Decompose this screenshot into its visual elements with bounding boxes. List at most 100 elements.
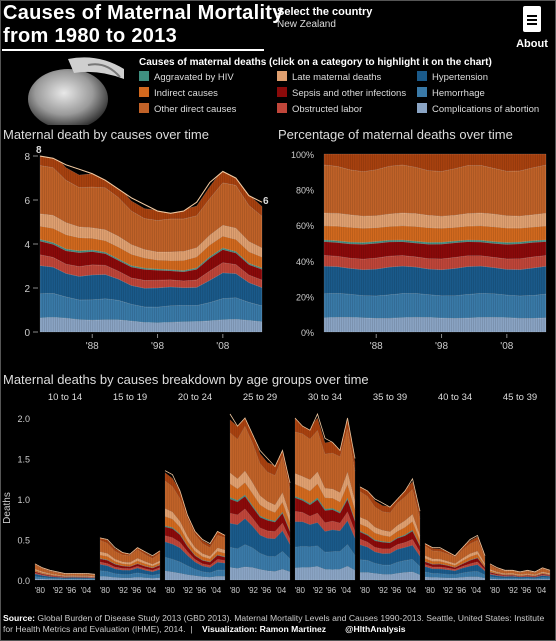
deaths-over-time-chart[interactable]: 0 2 4 6 8 '88 '98 '08 8 6 [0, 142, 272, 360]
legend-item-obstructed-labor[interactable]: Obstructed labor [277, 103, 362, 115]
panel-top-mask [295, 408, 355, 459]
section-title-age-groups: Maternal deaths by causes breakdown by a… [3, 372, 369, 387]
y-tick-label: 0% [301, 328, 314, 338]
y-tick-label: 6 [24, 196, 30, 207]
x-tick-label: '92 [378, 586, 389, 595]
y-tick-label: 1.5 [17, 455, 30, 465]
legend-swatch [417, 103, 427, 113]
age-panel-0[interactable]: 10 to 14 '80 '92'96 '04 [34, 392, 96, 595]
total-outline [39, 155, 263, 214]
panel-top-mask [100, 408, 160, 556]
panel-total-line [99, 537, 161, 557]
legend-item-complications-of-abortion[interactable]: Complications of abortion [417, 103, 539, 115]
twitter-handle: @HlthAnalysis [345, 624, 406, 634]
about-label: About [516, 38, 548, 50]
top-mask [40, 142, 262, 214]
panel-top-mask [230, 408, 290, 483]
x-tick-label: '92 [508, 586, 519, 595]
x-tick-label: '92 [443, 586, 454, 595]
title-underline [2, 49, 264, 51]
legend-swatch [417, 87, 427, 97]
pct-layers[interactable] [323, 153, 547, 333]
legend-label: Hemorrhage [432, 88, 485, 99]
x-tick-label: '96 [391, 586, 402, 595]
age-panel-label: 10 to 14 [48, 392, 82, 403]
x-tick-label: '92 [53, 586, 64, 595]
x-tick-label: '98 [151, 341, 164, 352]
legend-swatch [139, 71, 149, 81]
page-title-line2: from 1980 to 2013 [3, 25, 178, 47]
legend-item-aggravated-by-hiv[interactable]: Aggravated by HIV [139, 71, 234, 83]
x-tick-label: '80 [490, 586, 501, 595]
y-tick-label: 100% [291, 150, 314, 160]
end-value-label: 6 [263, 196, 269, 207]
legend-swatch [417, 71, 427, 81]
legend-label: Late maternal deaths [292, 72, 382, 83]
x-tick-label: '92 [183, 586, 194, 595]
panel-total-line [34, 563, 96, 575]
about-button[interactable]: About [512, 6, 552, 50]
legend-swatch [277, 87, 287, 97]
x-tick-label: '88 [86, 341, 99, 352]
age-panel-4[interactable]: 30 to 34 '80 '92'96 '04 [295, 392, 356, 595]
document-icon [523, 6, 541, 32]
legend-label: Other direct causes [154, 104, 237, 115]
legend-item-indirect-causes[interactable]: Indirect causes [139, 87, 218, 99]
x-tick-label: '96 [131, 586, 142, 595]
legend-item-sepsis-and-other-infections[interactable]: Sepsis and other infections [277, 87, 406, 99]
y-tick-label: 0.0 [17, 576, 30, 586]
age-panel-5[interactable]: 35 to 39 '80 '92'96 '04 [360, 392, 421, 595]
percentage-over-time-chart[interactable]: 0% 20% 40% 60% 80% 100% '88 '98 '08 [276, 142, 554, 360]
age-panel-7[interactable]: 45 to 39 '80 '92'96 '04 [489, 392, 551, 595]
x-tick-label: '08 [500, 341, 513, 352]
x-tick-label: '80 [295, 586, 306, 595]
y-tick-label: 80% [296, 186, 314, 196]
age-panel-label: 20 to 24 [178, 392, 212, 403]
country-select-label: Select the country [277, 6, 373, 18]
legend-item-hemorrhage[interactable]: Hemorrhage [417, 87, 485, 99]
chart1-layers[interactable] [39, 150, 263, 333]
x-tick-label: '92 [248, 586, 259, 595]
y-tick-label: 1.0 [17, 495, 30, 505]
country-select[interactable]: New Zealand [277, 19, 336, 30]
y-tick-label: 0.5 [17, 536, 30, 546]
x-tick-label: '80 [230, 586, 241, 595]
x-tick-label: '04 [341, 586, 352, 595]
legend-swatch [277, 71, 287, 81]
y-tick-label: 40% [296, 257, 314, 267]
age-panel-label: 25 to 29 [243, 392, 277, 403]
age-panel-3[interactable]: 25 to 29 '80 '92'96 '04 [230, 392, 291, 595]
section-title-percentage: Percentage of maternal deaths over time [278, 127, 513, 142]
age-area-aggravated-by-hiv[interactable] [34, 571, 96, 578]
x-tick-label: '04 [406, 586, 417, 595]
age-panel-label: 35 to 39 [373, 392, 407, 403]
x-tick-label: '08 [216, 341, 229, 352]
pct-area-top-remainder[interactable] [323, 153, 547, 172]
x-tick-label: '96 [196, 586, 207, 595]
age-panel-1[interactable]: 15 to 19 '80 '92'96 '04 [99, 392, 161, 595]
legend-label: Indirect causes [154, 88, 218, 99]
x-tick-label: '80 [35, 586, 46, 595]
panel-top-mask [360, 408, 420, 512]
x-tick-label: '98 [435, 341, 448, 352]
y-tick-label: 60% [296, 221, 314, 231]
age-panel-2[interactable]: 20 to 24 '80 '92'96 '04 [165, 392, 226, 595]
viz-label: Visualization: [202, 624, 258, 634]
y-tick-label: 2 [24, 284, 30, 295]
y-tick-label: 20% [296, 292, 314, 302]
legend-item-hypertension[interactable]: Hypertension [417, 71, 488, 83]
age-panel-label: 45 to 39 [503, 392, 537, 403]
start-value-label: 8 [36, 145, 42, 156]
panel-top-mask [425, 408, 485, 556]
x-tick-label: '04 [276, 586, 287, 595]
viz-author: Ramon Martinez [259, 624, 327, 634]
source-label: Source: [3, 613, 35, 623]
legend-item-late-maternal-deaths[interactable]: Late maternal deaths [277, 71, 381, 83]
legend-label: Hypertension [432, 72, 488, 83]
panel-total-line [489, 563, 551, 573]
panel-top-mask [490, 408, 550, 572]
legend-item-other-direct-causes[interactable]: Other direct causes [139, 103, 236, 115]
age-panel-6[interactable]: 40 to 34 '80 '92'96 '04 [425, 392, 486, 595]
y-tick-label: 4 [24, 240, 30, 251]
